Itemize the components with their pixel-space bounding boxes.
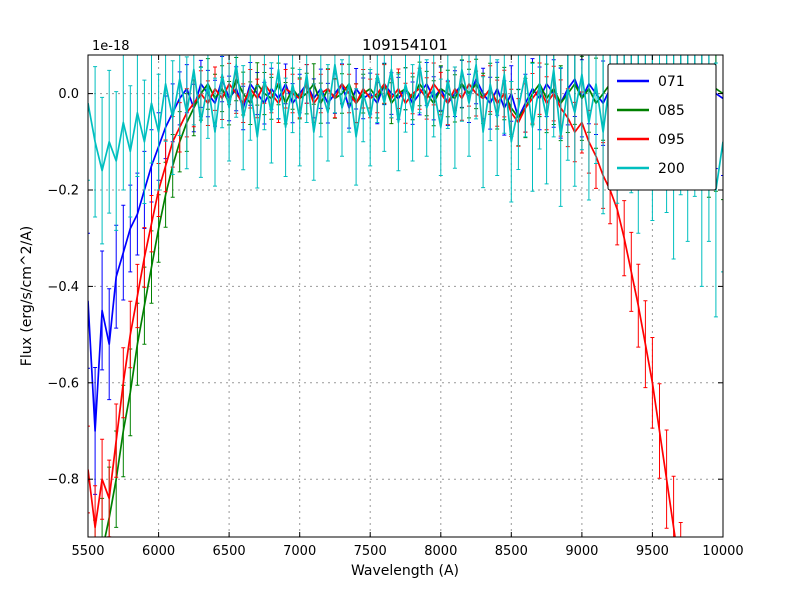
axis-ticks	[87, 55, 724, 537]
x-axis-label: Wavelength (A)	[351, 563, 459, 579]
data-series	[88, 55, 723, 537]
x-tick-label: 9500	[636, 544, 669, 559]
x-tick-label: 8000	[424, 544, 457, 559]
legend: 071 085 095 200	[607, 63, 717, 191]
legend-label-085: 085	[658, 103, 685, 119]
y-tick-label: −0.6	[47, 376, 79, 391]
legend-label-200: 200	[658, 161, 685, 177]
legend-label-071: 071	[658, 74, 685, 90]
y-tick-label: −0.4	[47, 280, 79, 295]
x-tick-label: 9000	[565, 544, 598, 559]
x-tick-label: 8500	[495, 544, 528, 559]
y-tick-label: −0.8	[47, 473, 79, 488]
axes-frame	[87, 54, 724, 538]
x-tick-label: 5500	[71, 544, 104, 559]
tick-labels: 5500 6000 6500 7000 7500 8000 8500 9000 9500 1000…	[47, 87, 743, 559]
y-tick-label: −0.2	[47, 184, 79, 199]
x-tick-label: 6500	[213, 544, 246, 559]
x-tick-label: 7000	[283, 544, 316, 559]
y-tick-label: 0.0	[58, 87, 79, 102]
x-tick-label: 7500	[354, 544, 387, 559]
legend-box	[607, 63, 717, 191]
x-tick-label: 10000	[702, 544, 743, 559]
y-axis-label: Flux (erg/s/cm^2/A)	[19, 226, 35, 366]
y-axis-offset-text: 1e-18	[92, 39, 130, 54]
x-tick-label: 6000	[142, 544, 175, 559]
legend-label-095: 095	[658, 132, 685, 148]
plot-title: 109154101	[362, 36, 448, 54]
